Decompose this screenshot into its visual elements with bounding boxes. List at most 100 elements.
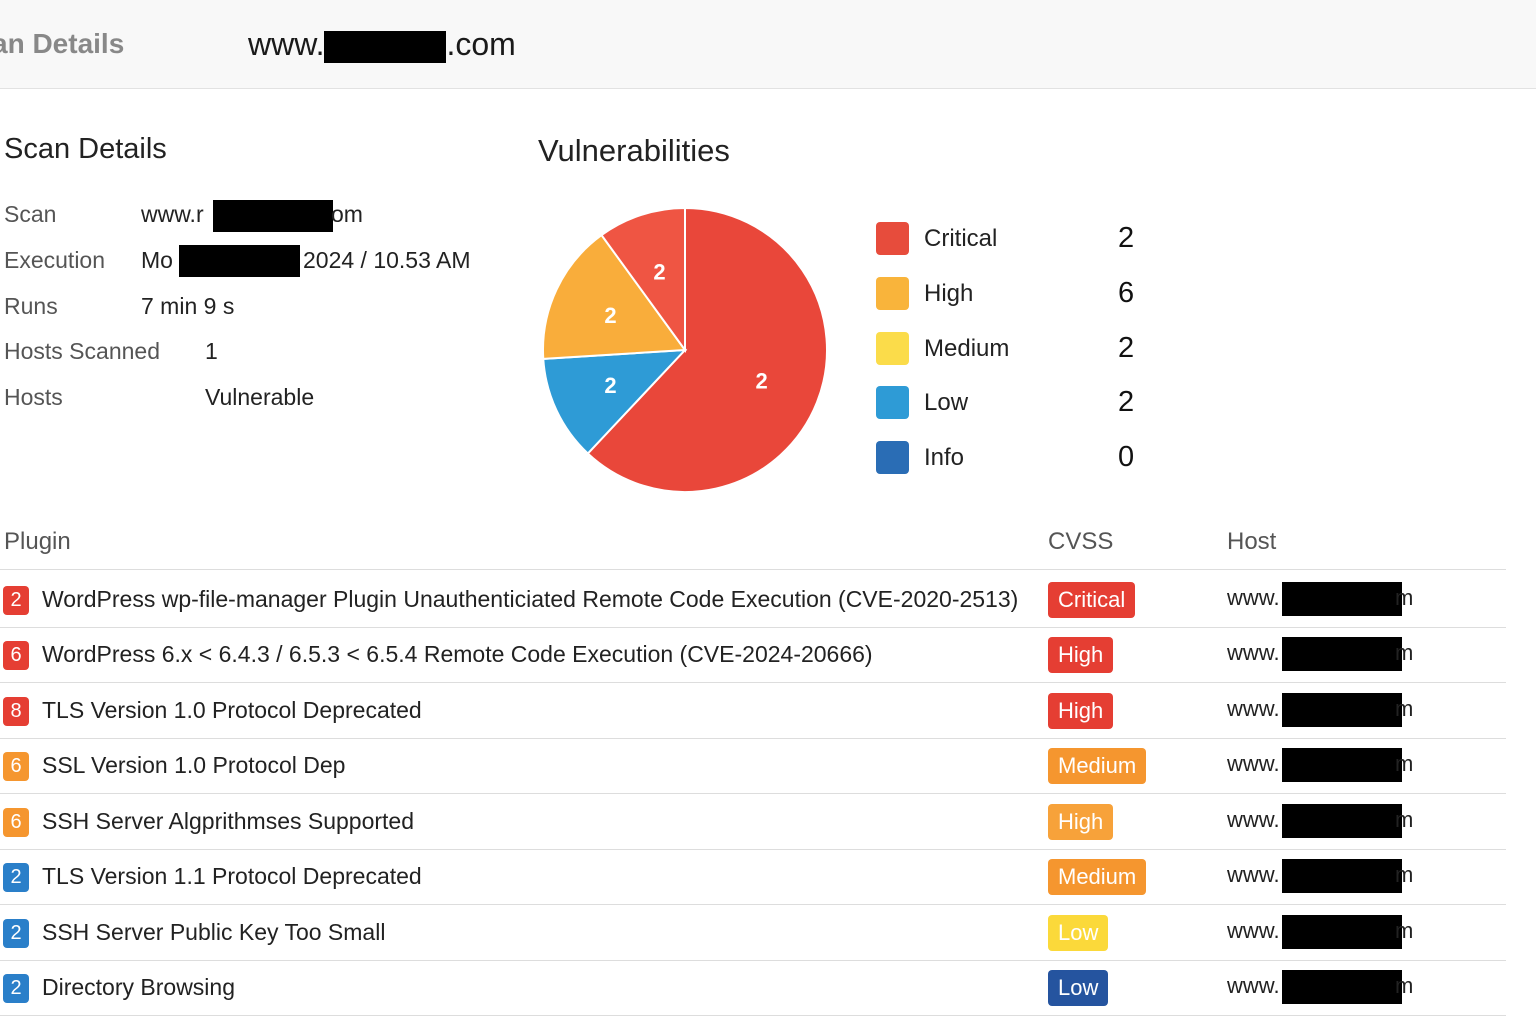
table-row[interactable]: 2 WordPress wp-file-manager Plugin Unauth… <box>0 572 1506 628</box>
severity-badge: High <box>1048 637 1114 673</box>
severity-badge: High <box>1048 693 1114 729</box>
redaction-bar <box>179 245 300 277</box>
legend-label: Info <box>924 444 965 471</box>
count-badge: 2 <box>3 919 29 948</box>
count-badge: 2 <box>3 974 29 1003</box>
plugin-name-link[interactable]: WordPress 6.x < 6.4.3 / 6.5.3 < 6.5.4 Re… <box>42 641 873 667</box>
host-cell: www. m <box>1227 693 1413 727</box>
detail-label-runs: Runs <box>4 293 58 319</box>
host-cell: www. m <box>1227 748 1413 782</box>
table-row[interactable]: 6 WordPress 6.x < 6.4.3 / 6.5.3 < 6.5.4 R… <box>0 627 1506 683</box>
plugin-name-link[interactable]: TLS Version 1.0 Protocol Deprecated <box>42 697 422 723</box>
host-suffix: m <box>1395 862 1414 887</box>
redaction-bar <box>1282 804 1402 838</box>
pie-slice[interactable] <box>600 206 686 354</box>
host-suffix: m <box>1395 973 1414 998</box>
legend-item-low[interactable]: Low 2 <box>876 386 1146 420</box>
host-prefix: www. <box>1227 973 1280 998</box>
severity-badge: High <box>1048 804 1114 840</box>
top-bar: an Details www. .com <box>0 0 1536 89</box>
host-prefix: www. <box>1227 585 1280 610</box>
severity-badge: Critical <box>1048 582 1136 618</box>
count-badge: 8 <box>3 697 29 726</box>
table-row[interactable]: 6 SSH Server Algprithmses Supported High ww… <box>0 794 1506 850</box>
breadcrumb[interactable]: an Details <box>0 28 125 59</box>
pie-slice-label: 2 <box>604 303 616 328</box>
detail-value-hosts-scanned: 1 <box>205 338 218 364</box>
redaction-bar <box>1282 970 1402 1004</box>
detail-label-scan: Scan <box>4 201 57 227</box>
table-row[interactable]: 6 SSL Version 1.0 Protocol Dep Medium www. m <box>0 738 1506 794</box>
execution-value-suffix: 2024 / 10.53 AM <box>303 247 471 273</box>
legend-swatch <box>876 386 909 419</box>
page-title-site: www. .com <box>248 26 516 63</box>
plugin-name-link[interactable]: SSL Version 1.0 Protocol Dep <box>42 752 346 778</box>
scan-value-prefix: www.r <box>141 201 204 227</box>
table-row[interactable]: 2 TLS Version 1.1 Protocol Deprecated Medi… <box>0 849 1506 905</box>
legend-count: 2 <box>1118 386 1135 418</box>
column-header-plugin[interactable]: Plugin <box>4 528 71 555</box>
site-suffix: .com <box>446 26 516 62</box>
redaction-bar <box>1282 693 1402 727</box>
host-suffix: m <box>1395 696 1414 721</box>
detail-label-execution: Execution <box>4 247 106 273</box>
host-cell: www. m <box>1227 582 1413 616</box>
host-suffix: m <box>1395 751 1414 776</box>
host-suffix: m <box>1395 585 1414 610</box>
table-row[interactable]: 8 TLS Version 1.0 Protocol Deprecated High… <box>0 683 1506 739</box>
host-cell: www. m <box>1227 970 1413 1004</box>
host-suffix: m <box>1395 640 1414 665</box>
plugin-name-link[interactable]: TLS Version 1.1 Protocol Deprecated <box>42 863 422 889</box>
redaction-bar <box>1282 637 1402 671</box>
redaction-bar <box>1282 582 1402 616</box>
count-badge: 2 <box>3 586 29 615</box>
severity-badge: Medium <box>1048 859 1147 895</box>
host-cell: www. m <box>1227 637 1413 671</box>
redaction-bar <box>1282 859 1402 893</box>
host-prefix: www. <box>1227 640 1280 665</box>
plugin-name-link[interactable]: Directory Browsing <box>42 974 235 1000</box>
site-prefix: www. <box>248 26 325 62</box>
table-row[interactable]: 2 SSH Server Public Key Too Small Low www. m <box>0 905 1506 961</box>
vulnerability-pie-chart: 2 2 2 2 <box>542 206 828 493</box>
host-prefix: www. <box>1227 751 1280 776</box>
legend-swatch <box>876 277 909 310</box>
legend-label: High <box>924 280 974 307</box>
legend-label: Critical <box>924 225 998 252</box>
pie-slice[interactable] <box>542 348 688 455</box>
vulnerabilities-title: Vulnerabilities <box>538 133 730 168</box>
plugin-name-link[interactable]: WordPress wp-file-manager Plugin Unauthe… <box>42 586 1019 612</box>
count-badge: 6 <box>3 641 29 670</box>
host-cell: www. m <box>1227 859 1413 893</box>
pie-slice[interactable] <box>542 233 687 360</box>
legend-item-medium[interactable]: Medium 2 <box>876 332 1146 366</box>
table-row[interactable]: 2 Directory Browsing Low www. m <box>0 960 1506 1016</box>
detail-value-scan: www.r om <box>141 199 363 232</box>
scan-value-suffix: om <box>331 201 363 227</box>
host-prefix: www. <box>1227 696 1280 721</box>
table-header-divider <box>0 569 1506 570</box>
legend-count: 0 <box>1118 441 1135 473</box>
legend-swatch <box>876 441 909 474</box>
plugin-name-link[interactable]: SSH Server Algprithmses Supported <box>42 808 415 834</box>
severity-badge: Low <box>1048 915 1109 951</box>
legend-swatch <box>876 222 909 255</box>
legend-item-info[interactable]: Info 0 <box>876 441 1146 475</box>
pie-slice-label: 2 <box>604 373 616 398</box>
pie-slice[interactable] <box>586 206 828 493</box>
scan-details-title: Scan Details <box>4 133 167 165</box>
column-header-cvss[interactable]: CVSS <box>1048 528 1114 555</box>
plugin-name-link[interactable]: SSH Server Public Key Too Small <box>42 919 386 945</box>
redaction-bar <box>324 30 447 63</box>
count-badge: 6 <box>3 752 29 781</box>
column-header-host[interactable]: Host <box>1227 528 1277 555</box>
detail-value-execution: Mo 2024 / 10.53 AM <box>141 245 471 277</box>
legend-count: 2 <box>1118 222 1135 254</box>
legend-item-high[interactable]: High 6 <box>876 277 1146 311</box>
legend-count: 6 <box>1118 277 1135 309</box>
redaction-bar <box>213 200 333 232</box>
legend-item-critical[interactable]: Critical 2 <box>876 222 1146 256</box>
redaction-bar <box>1282 748 1402 782</box>
detail-value-runs: 7 min 9 s <box>141 293 235 319</box>
legend-label: Medium <box>924 335 1010 362</box>
